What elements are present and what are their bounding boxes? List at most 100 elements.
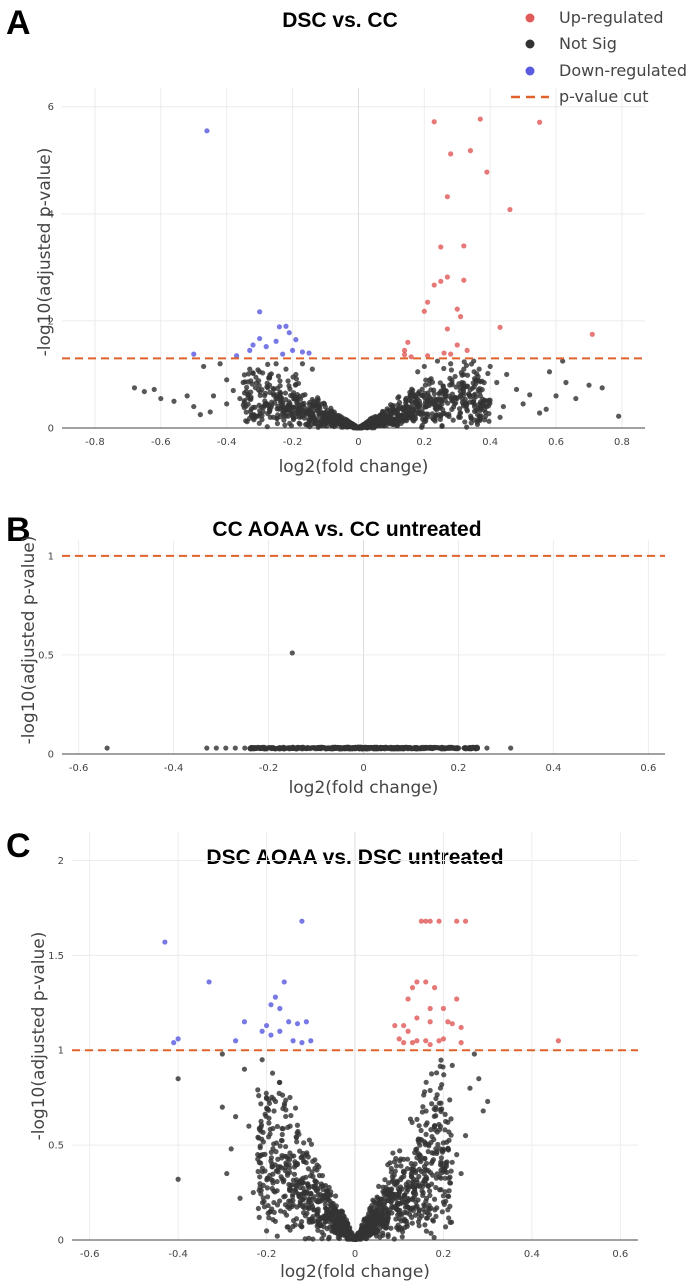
- panel-c-point-not-sig: [280, 1179, 286, 1185]
- panel-a-y-tick-label: 6: [48, 102, 54, 113]
- panel-c-point-not-sig: [258, 1101, 264, 1107]
- panel-c-point-not-sig: [390, 1150, 396, 1156]
- panel-a-point-not-sig: [475, 373, 481, 380]
- panel-a-point-not-sig: [394, 408, 400, 415]
- panel-a-point-not-sig: [553, 393, 559, 399]
- panel-c-point-not-sig: [380, 1232, 386, 1239]
- panel-a-point-not-sig: [312, 421, 318, 427]
- panel-a-x-tick-label: 0.6: [548, 437, 564, 448]
- panel-a-point-not-sig: [338, 424, 345, 430]
- panel-a-point-not-sig: [416, 403, 422, 410]
- panel-c-point-not-sig: [291, 1153, 297, 1159]
- panel-c-point-not-sig: [308, 1141, 315, 1147]
- panel-c-point-not-sig: [258, 1187, 264, 1193]
- panel-b-point-not-sig: [242, 745, 248, 751]
- panel-c-point-not-sig: [305, 1183, 311, 1189]
- panel-a-point-not-sig: [448, 361, 454, 367]
- panel-c-point-not-sig: [392, 1168, 398, 1174]
- panel-c-point-not-sig: [271, 1141, 277, 1147]
- panel-c-point-not-sig: [446, 1137, 452, 1143]
- panel-b-point-not-sig: [277, 746, 283, 752]
- panel-a-point-not-sig: [304, 409, 310, 415]
- panel-b-point-not-sig: [269, 745, 275, 751]
- panel-c-point-not-sig: [435, 1141, 441, 1148]
- panel-c-point-not-sig: [326, 1234, 332, 1240]
- panel-c-point-not-sig: [431, 1234, 437, 1241]
- panel-a-point-not-sig: [201, 363, 207, 370]
- panel-b: B CC AOAA vs. CC untreated -0.6 -0.4 -0.2 0…: [6, 511, 665, 798]
- panel-a-point-not-sig: [386, 418, 392, 424]
- panel-c-point-up-regulated: [462, 918, 469, 924]
- panel-a-point-not-sig: [293, 371, 299, 378]
- panel-a-point-up-regulated: [464, 347, 470, 353]
- panel-c-point-up-regulated: [454, 918, 460, 924]
- panel-c-point-not-sig: [449, 1159, 455, 1165]
- panel-c-point-down-regulated: [308, 1038, 314, 1044]
- panel-a-point-not-sig: [290, 404, 297, 410]
- panel-c-point-not-sig: [271, 1199, 277, 1206]
- panel-c-point-not-sig: [409, 1119, 415, 1125]
- panel-a-point-not-sig: [461, 366, 467, 372]
- panel-c-point-not-sig: [427, 1192, 433, 1199]
- panel-a-point-not-sig: [420, 411, 426, 417]
- panel-c-point-not-sig: [271, 1108, 277, 1114]
- panel-c-point-not-sig: [418, 1127, 424, 1134]
- panel-a-point-not-sig: [390, 402, 396, 409]
- panel-c-point-not-sig: [271, 1209, 277, 1216]
- panel-a-point-not-sig: [363, 423, 369, 429]
- panel-c-point-not-sig: [270, 1125, 276, 1132]
- panel-c-point-not-sig: [404, 1166, 410, 1172]
- panel-c-point-not-sig: [306, 1235, 312, 1241]
- panel-c-point-not-sig: [389, 1193, 395, 1199]
- panel-c-point-not-sig: [255, 1134, 261, 1140]
- legend-label-down-regulated: Down-regulated: [559, 61, 687, 80]
- panel-c-y-tick-label: 1: [58, 1046, 64, 1057]
- panel-a-point-not-sig: [497, 414, 503, 420]
- panel-c-point-up-regulated: [418, 918, 424, 924]
- panel-c-point-not-sig: [267, 1131, 273, 1137]
- panel-c-point-not-sig: [440, 1199, 447, 1205]
- panel-a-point-down-regulated: [257, 335, 263, 342]
- panel-a-point-not-sig: [415, 410, 422, 416]
- panel-c-point-down-regulated: [286, 1019, 292, 1025]
- panel-c-point-not-sig: [433, 1184, 439, 1191]
- panel-c-point-not-sig: [393, 1155, 399, 1162]
- panel-c-point-not-sig: [439, 1209, 445, 1215]
- panel-a-point-not-sig: [265, 361, 271, 367]
- panel-c-point-not-sig: [410, 1207, 417, 1214]
- panel-a-point-up-regulated: [497, 324, 503, 330]
- panel-a-point-not-sig: [297, 421, 303, 427]
- panel-c-point-not-sig: [485, 1098, 491, 1105]
- panel-c-point-not-sig: [293, 1134, 300, 1141]
- panel-a-point-not-sig: [267, 407, 273, 413]
- panel-c-point-not-sig: [430, 1218, 437, 1224]
- panel-c-point-not-sig: [442, 1224, 449, 1230]
- panel-c-point-not-sig: [406, 1205, 412, 1211]
- panel-a-point-not-sig: [437, 380, 443, 386]
- panel-a-point-not-sig: [290, 416, 297, 423]
- panel-b-y-tick-label: 1: [48, 551, 54, 562]
- panel-a-point-not-sig: [486, 411, 492, 417]
- panel-a-point-up-regulated: [444, 274, 450, 280]
- panel-a-point-not-sig: [452, 373, 458, 380]
- panel-c-point-up-regulated: [458, 1040, 464, 1046]
- panel-b-point-not-sig: [312, 746, 318, 752]
- panel-c-point-not-sig: [431, 1113, 437, 1119]
- panel-c-point-not-sig: [386, 1180, 392, 1186]
- panel-a-point-not-sig: [131, 385, 138, 391]
- panel-b-point-not-sig: [213, 745, 219, 751]
- panel-c-point-down-regulated: [263, 1022, 270, 1029]
- panel-c-point-not-sig: [434, 1092, 440, 1098]
- panel-c-point-not-sig: [399, 1174, 405, 1181]
- panel-c-point-not-sig: [283, 1097, 289, 1103]
- panel-c-point-not-sig: [382, 1211, 388, 1217]
- panel-a-point-not-sig: [546, 369, 553, 375]
- panel-a-point-not-sig: [464, 424, 470, 430]
- panel-a-point-not-sig: [419, 422, 425, 429]
- panel-c-point-not-sig: [224, 1170, 230, 1177]
- panel-a-point-not-sig: [224, 401, 230, 407]
- panel-b-point-not-sig: [300, 744, 306, 751]
- panel-c-point-not-sig: [279, 1152, 285, 1159]
- panel-c-point-not-sig: [429, 1133, 435, 1140]
- panel-c-point-not-sig: [344, 1228, 350, 1235]
